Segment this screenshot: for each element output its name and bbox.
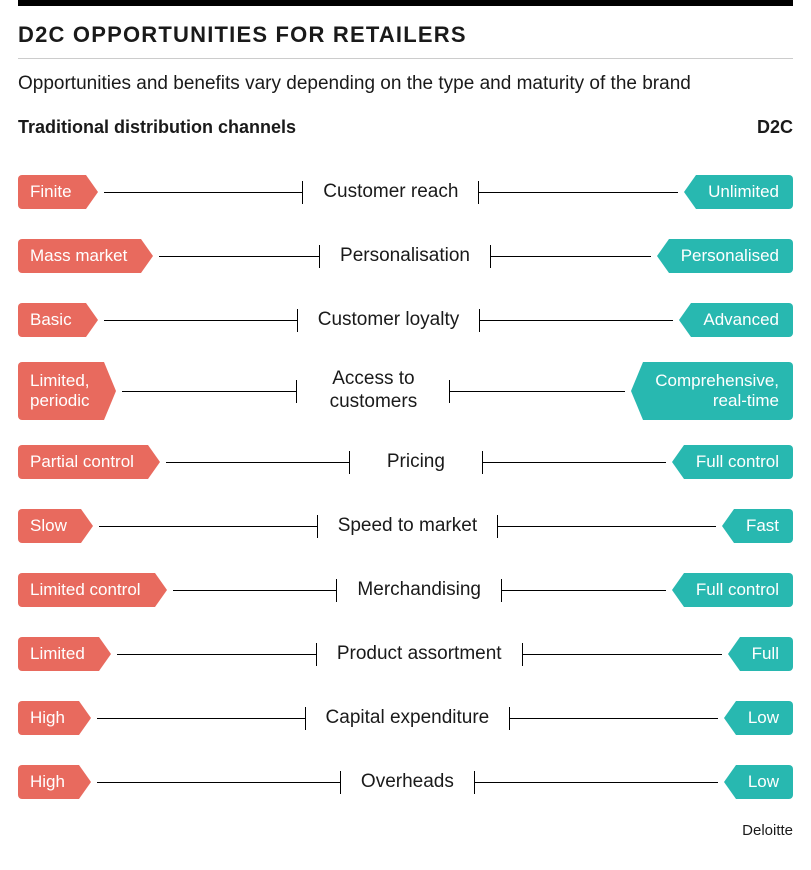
right-tag: Low xyxy=(736,765,793,799)
left-tag: Mass market xyxy=(18,239,141,273)
line-segment-right xyxy=(482,462,666,463)
line-segment-right xyxy=(501,590,666,591)
right-tag: Advanced xyxy=(691,303,793,337)
comparison-row: Basic Customer loyalty Advanced xyxy=(18,288,793,352)
comparison-row: High Overheads Low xyxy=(18,750,793,814)
center-label: Personalisation xyxy=(326,245,484,268)
comparison-row: Partial control Pricing Full control xyxy=(18,430,793,494)
line-segment-left xyxy=(159,256,320,257)
comparison-row: Finite Customer reach Unlimited xyxy=(18,160,793,224)
chart-title: D2C OPPORTUNITIES FOR RETAILERS xyxy=(18,22,793,48)
left-tag: High xyxy=(18,765,79,799)
column-headers: Traditional distribution channels D2C xyxy=(18,117,793,138)
line-segment-left xyxy=(166,462,350,463)
center-label: Pricing xyxy=(356,451,476,474)
center-label: Overheads xyxy=(347,771,468,794)
line-segment-right xyxy=(522,654,722,655)
center-label: Merchandising xyxy=(343,579,495,602)
line-segment-left xyxy=(173,590,338,591)
comparison-row: Limited,periodic Access tocustomers Compre… xyxy=(18,352,793,430)
center-label: Customer loyalty xyxy=(304,309,474,332)
line-segment-left xyxy=(117,654,317,655)
line-segment-right xyxy=(479,320,673,321)
left-tag: Limited,periodic xyxy=(18,362,104,420)
right-tag: Comprehensive,real-time xyxy=(643,362,793,420)
left-tag: High xyxy=(18,701,79,735)
column-header-left: Traditional distribution channels xyxy=(18,117,296,138)
line-segment-left xyxy=(97,782,341,783)
right-tag: Full xyxy=(740,637,793,671)
line-segment-right xyxy=(497,526,716,527)
infographic-container: D2C OPPORTUNITIES FOR RETAILERS Opportun… xyxy=(0,0,811,859)
divider xyxy=(18,58,793,59)
center-label: Access tocustomers xyxy=(303,368,443,414)
left-tag: Limited xyxy=(18,637,99,671)
line-segment-left xyxy=(99,526,318,527)
left-tag: Finite xyxy=(18,175,86,209)
center-label: Product assortment xyxy=(323,643,516,666)
line-segment-right xyxy=(474,782,718,783)
center-label: Capital expenditure xyxy=(312,707,504,730)
line-segment-right xyxy=(449,391,625,392)
source-label: Deloitte xyxy=(18,822,793,839)
comparison-row: Limited control Merchandising Full control xyxy=(18,558,793,622)
right-tag: Low xyxy=(736,701,793,735)
line-segment-right xyxy=(509,718,718,719)
right-tag: Personalised xyxy=(669,239,793,273)
comparison-rows: Finite Customer reach Unlimited Mass market… xyxy=(18,160,793,814)
left-tag: Partial control xyxy=(18,445,148,479)
right-tag: Unlimited xyxy=(696,175,793,209)
line-segment-left xyxy=(104,192,304,193)
left-tag: Basic xyxy=(18,303,86,337)
comparison-row: Limited Product assortment Full xyxy=(18,622,793,686)
comparison-row: Slow Speed to market Fast xyxy=(18,494,793,558)
column-header-right: D2C xyxy=(757,117,793,138)
right-tag: Full control xyxy=(684,445,793,479)
right-tag: Fast xyxy=(734,509,793,543)
left-tag: Slow xyxy=(18,509,81,543)
center-label: Speed to market xyxy=(324,515,491,538)
line-segment-right xyxy=(478,192,678,193)
center-label: Customer reach xyxy=(309,181,472,204)
line-segment-left xyxy=(122,391,298,392)
line-segment-left xyxy=(97,718,306,719)
left-tag: Limited control xyxy=(18,573,155,607)
line-segment-left xyxy=(104,320,298,321)
comparison-row: Mass market Personalisation Personalised xyxy=(18,224,793,288)
right-tag: Full control xyxy=(684,573,793,607)
comparison-row: High Capital expenditure Low xyxy=(18,686,793,750)
line-segment-right xyxy=(490,256,651,257)
chart-subtitle: Opportunities and benefits vary dependin… xyxy=(18,73,793,95)
top-bar xyxy=(18,0,793,6)
